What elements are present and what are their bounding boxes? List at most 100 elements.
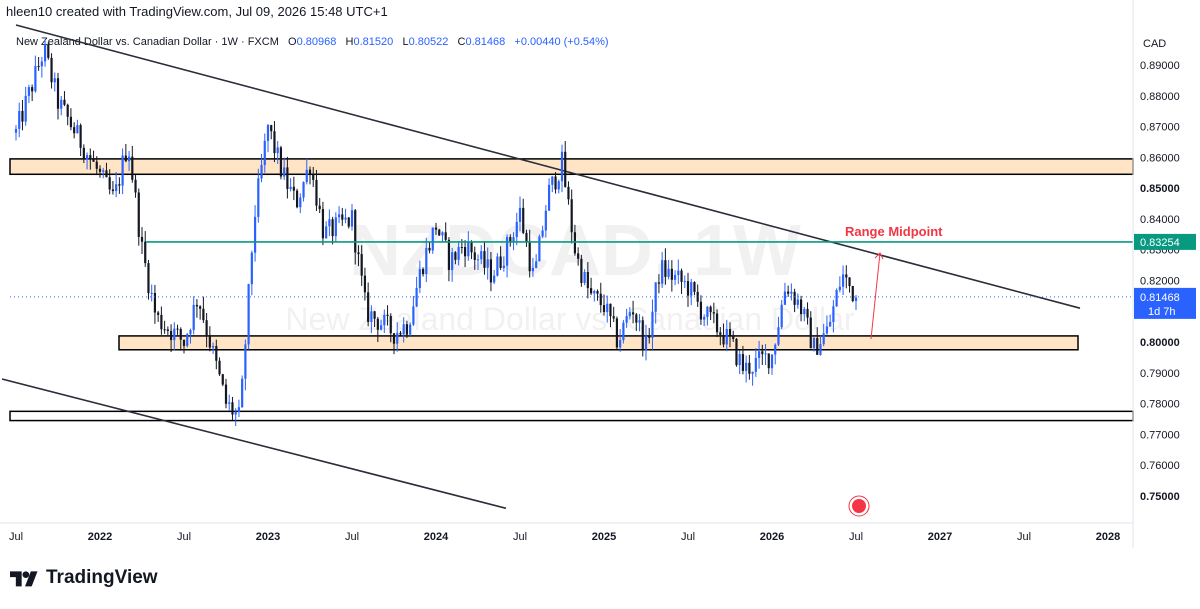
candle-body	[147, 263, 150, 294]
candle-body	[499, 256, 502, 268]
candle-body	[344, 217, 347, 220]
candle-body	[480, 251, 483, 260]
candle-body	[299, 197, 302, 208]
candle-body	[370, 311, 373, 322]
candle-body	[231, 402, 234, 415]
candle-body	[493, 275, 496, 283]
candle-body	[127, 156, 131, 162]
candle-body	[599, 293, 602, 306]
candle-body	[195, 304, 199, 307]
candle-body	[809, 317, 812, 349]
candle-body	[602, 305, 606, 313]
last-price-label: 0.81468	[1140, 292, 1180, 304]
price-tick-label: 0.80000	[1140, 337, 1180, 349]
price-tick-label: 0.86000	[1140, 152, 1180, 164]
candle-body	[295, 190, 299, 208]
candle-body	[363, 275, 367, 293]
candle-body	[53, 78, 56, 83]
candle-body	[376, 318, 379, 330]
time-tick-label: 2022	[88, 531, 112, 543]
candle-body	[751, 371, 754, 374]
candle-body	[250, 252, 253, 285]
time-axis[interactable]: Jul 2022 Jul 2023 Jul 2024 Jul 2025 Jul 2026 Jul 20…	[0, 522, 1133, 543]
time-tick-label: Jul	[513, 531, 527, 543]
candle-body	[144, 241, 147, 264]
candle-body	[211, 346, 215, 348]
candle-body	[732, 335, 735, 340]
candle-body	[573, 232, 577, 254]
candle-body	[683, 281, 686, 283]
currency-label: CAD	[1143, 38, 1167, 50]
price-axis[interactable]: 0.89000 0.88000 0.87000 0.86000 0.85000 0.840…	[1132, 0, 1196, 548]
trendlines	[1, 24, 1081, 510]
candle-body	[528, 241, 531, 272]
candle-body	[176, 328, 179, 330]
candle-body	[757, 351, 761, 358]
candle-body	[237, 407, 241, 413]
trendline-1[interactable]	[15, 24, 1081, 309]
candle-body	[286, 167, 289, 189]
candle-body	[774, 344, 777, 355]
candle-body	[541, 230, 544, 237]
candle-body	[619, 340, 622, 348]
candle-body	[289, 186, 292, 189]
candle-body	[328, 219, 331, 227]
candle-body	[56, 78, 60, 109]
watermark-name: New Zealand Dollar vs. Canadian Dollar	[285, 301, 855, 337]
candle-body	[829, 322, 832, 327]
time-tick-label: Jul	[849, 531, 863, 543]
tradingview-logo[interactable]: TradingView	[10, 567, 158, 589]
candle-body	[337, 214, 341, 218]
candle-body	[522, 207, 525, 233]
candle-body	[673, 275, 677, 280]
candle-body	[257, 178, 260, 217]
candle-body	[14, 128, 18, 133]
candle-body	[425, 247, 428, 275]
candle-body	[402, 324, 405, 335]
legend-low: 0.80522	[408, 36, 449, 48]
candle-body	[89, 155, 92, 160]
legend-high-label: H	[345, 36, 354, 48]
candle-body	[635, 314, 638, 323]
candle-body	[670, 268, 673, 280]
price-tick-label: 0.87000	[1140, 122, 1180, 134]
midpoint-price-badge	[1134, 233, 1196, 250]
candle-body	[816, 337, 819, 355]
candle-body	[525, 232, 528, 242]
candle-body	[509, 237, 512, 242]
candle-body	[651, 311, 654, 338]
candle-body	[586, 271, 589, 289]
candle-body	[851, 286, 854, 301]
candle-body	[163, 329, 166, 331]
candle-body	[854, 297, 858, 301]
candle-body	[105, 170, 108, 178]
candle-body	[76, 125, 79, 134]
candle-body	[770, 354, 774, 369]
candle-body	[457, 247, 460, 260]
candle-body	[73, 127, 76, 134]
candle-body	[431, 227, 434, 251]
candle-body	[283, 167, 286, 177]
candle-body	[822, 333, 825, 345]
candle-body	[31, 87, 34, 92]
candle-body	[160, 314, 163, 330]
candle-body	[625, 316, 628, 323]
candle-body	[47, 44, 50, 58]
candle-body	[654, 282, 657, 312]
candle-body	[396, 332, 399, 344]
time-tick-label: 2027	[928, 531, 952, 543]
candle-body	[564, 151, 567, 187]
candle-body	[547, 184, 551, 211]
candle-body	[722, 334, 725, 345]
candle-body	[845, 274, 848, 278]
candle-body	[735, 339, 738, 366]
candle-body	[27, 87, 31, 96]
candle-body	[412, 306, 415, 325]
candle-body	[124, 155, 127, 162]
price-tick-label: 0.85000	[1140, 183, 1180, 195]
candle-body	[777, 327, 780, 345]
trendline-2[interactable]	[1, 378, 507, 510]
legend-symbol: New Zealand Dollar vs. Canadian Dollar ·…	[16, 36, 279, 48]
candle-body	[24, 95, 27, 122]
